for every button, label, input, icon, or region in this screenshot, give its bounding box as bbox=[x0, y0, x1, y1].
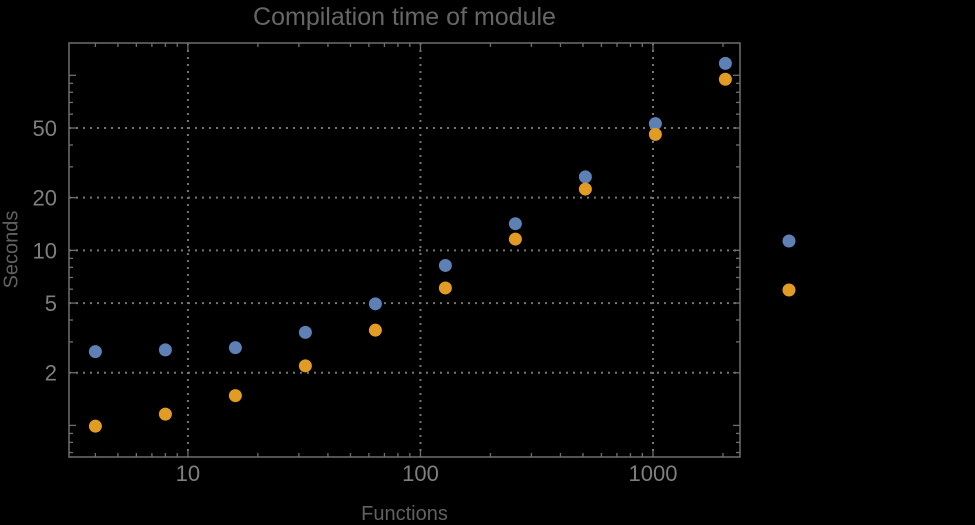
data-point-orange bbox=[368, 323, 382, 337]
data-point-orange bbox=[578, 182, 592, 196]
x-tick-label: 100 bbox=[402, 461, 439, 486]
data-point-orange bbox=[508, 232, 522, 246]
y-tick-label: 10 bbox=[33, 238, 57, 263]
y-tick-label: 5 bbox=[45, 291, 57, 316]
data-point-orange bbox=[648, 127, 662, 141]
legend-marker-blue bbox=[782, 234, 796, 248]
data-point-orange bbox=[158, 407, 172, 421]
y-tick-label: 20 bbox=[33, 186, 57, 211]
data-point-orange bbox=[298, 359, 312, 373]
data-point-blue bbox=[368, 297, 382, 311]
data-point-orange bbox=[438, 281, 452, 295]
legend-marker-orange bbox=[782, 283, 796, 297]
y-tick-label: 2 bbox=[45, 361, 57, 386]
data-point-blue bbox=[648, 117, 662, 131]
data-point-blue bbox=[298, 325, 312, 339]
x-axis-label: Functions bbox=[361, 503, 448, 525]
data-point-orange bbox=[718, 72, 732, 86]
x-tick-label: 10 bbox=[176, 461, 200, 486]
data-point-blue bbox=[438, 258, 452, 272]
data-point-blue bbox=[508, 217, 522, 231]
data-point-blue bbox=[88, 345, 102, 359]
y-tick-label: 50 bbox=[33, 116, 57, 141]
chart-title: Compilation time of module bbox=[253, 3, 556, 31]
data-point-blue bbox=[718, 56, 732, 70]
x-tick-label: 1000 bbox=[629, 461, 678, 486]
plot-frame bbox=[68, 42, 741, 458]
data-point-blue bbox=[578, 170, 592, 184]
data-point-orange bbox=[88, 419, 102, 433]
data-point-orange bbox=[228, 389, 242, 403]
data-point-blue bbox=[158, 343, 172, 357]
data-point-blue bbox=[228, 341, 242, 355]
